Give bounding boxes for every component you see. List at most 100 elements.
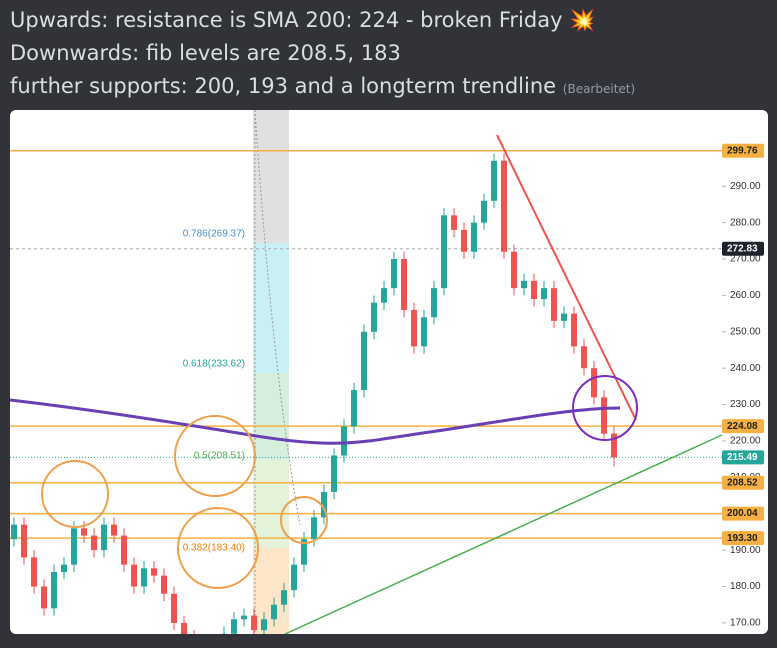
circle-annotation	[572, 375, 638, 441]
candle-body	[431, 288, 437, 318]
candle-body	[111, 524, 117, 536]
candle-body	[401, 259, 407, 310]
fib-label: 0.618(233.62)	[183, 359, 245, 370]
price-badge	[722, 506, 764, 521]
candle-body	[151, 568, 157, 576]
price-badge	[722, 475, 764, 490]
trendline-down	[496, 134, 637, 421]
fib-zone	[253, 110, 289, 243]
candle-body	[181, 622, 187, 634]
candle-body	[531, 280, 537, 300]
candle-body	[341, 426, 347, 456]
candle-body	[581, 346, 587, 369]
candle-body	[231, 619, 237, 634]
fib-zone	[253, 243, 289, 373]
candle-body	[41, 586, 47, 609]
trendline-up	[284, 434, 723, 634]
circle-annotation	[280, 496, 328, 544]
candle-body	[421, 317, 427, 347]
candle-body	[441, 215, 447, 289]
candle-body	[511, 251, 517, 289]
candle-body	[371, 302, 377, 332]
message-line: Upwards: resistance is SMA 200: 224 - br…	[10, 8, 596, 32]
circle-annotation	[177, 507, 259, 589]
candle-body	[571, 313, 577, 347]
candle-body	[601, 397, 607, 434]
price-badge-label: 272.83	[727, 243, 758, 254]
candle-body	[51, 571, 57, 609]
price-badge	[722, 241, 764, 256]
candle-body	[161, 575, 167, 594]
price-badge	[722, 531, 764, 546]
y-tick-label: 270.00	[730, 254, 761, 265]
edited-tag: (Bearbeitet)	[562, 82, 636, 96]
candle-body	[31, 557, 37, 587]
candle-body	[331, 455, 337, 492]
fib-zone	[253, 373, 289, 460]
candle-body	[611, 433, 617, 458]
chart-image[interactable]: 170.00180.00190.00200.00210.00220.00230.…	[10, 110, 768, 634]
chart-marks	[10, 149, 722, 634]
candle-body	[361, 331, 367, 391]
candle-body	[251, 615, 257, 631]
price-badge	[722, 450, 764, 465]
fib-label: 0.786(269.37)	[183, 229, 245, 240]
chart-labels: 170.00180.00190.00200.00210.00220.00230.…	[183, 143, 764, 629]
candle-body	[61, 564, 67, 572]
message-line: further supports: 200, 193 and a longter…	[10, 74, 635, 98]
candle-body	[391, 259, 397, 289]
candle-body	[481, 200, 487, 223]
fib-dash	[254, 110, 301, 526]
candle-body	[521, 280, 527, 289]
candle-body	[121, 535, 127, 565]
candle-body	[241, 615, 247, 620]
y-tick-label: 180.00	[730, 581, 761, 592]
candle-body	[451, 215, 457, 230]
price-badge	[722, 419, 764, 434]
y-tick-label: 170.00	[730, 618, 761, 629]
price-badge-label: 224.08	[727, 421, 758, 432]
y-tick-label: 240.00	[730, 363, 761, 374]
y-tick-label: 250.00	[730, 326, 761, 337]
annotations	[10, 134, 723, 634]
candle-body	[141, 568, 147, 587]
candle-body	[591, 368, 597, 398]
candle-body	[101, 524, 107, 551]
price-badge	[722, 143, 764, 158]
candle-body	[271, 604, 277, 620]
price-badge-label: 208.52	[727, 477, 758, 488]
candle-body	[281, 590, 287, 605]
candle-body	[21, 524, 27, 558]
candle-body	[541, 288, 547, 300]
candle-body	[71, 528, 77, 565]
chart-layout	[253, 110, 301, 634]
candle-body	[81, 528, 87, 536]
candle-body	[381, 288, 387, 303]
candle-body	[301, 539, 307, 565]
y-tick-label: 230.00	[730, 399, 761, 410]
fib-label: 0.5(208.51)	[194, 451, 245, 462]
candle-body	[471, 222, 477, 252]
fib-label: 0.382(183.40)	[183, 543, 245, 554]
candle-body	[131, 564, 137, 587]
y-tick-label: 280.00	[730, 217, 761, 228]
candle-body	[261, 619, 267, 631]
candle-body	[311, 517, 317, 540]
message-line: Downwards: fib levels are 208.5, 183	[10, 41, 401, 65]
candle-body	[291, 564, 297, 591]
y-tick-label: 190.00	[730, 545, 761, 556]
candle-body	[551, 288, 557, 321]
circle-annotation	[174, 415, 256, 497]
candle-body	[171, 593, 177, 623]
price-badge-label: 299.76	[727, 145, 758, 156]
y-tick-label: 260.00	[730, 290, 761, 301]
candle-body	[321, 491, 327, 518]
y-tick-label: 290.00	[730, 181, 761, 192]
price-badge-label: 215.49	[727, 452, 758, 463]
candle-body	[501, 160, 507, 252]
fib-zone	[253, 460, 289, 548]
candle-body	[11, 524, 17, 540]
price-badge-label: 200.04	[727, 508, 758, 519]
sma-200	[10, 398, 621, 445]
